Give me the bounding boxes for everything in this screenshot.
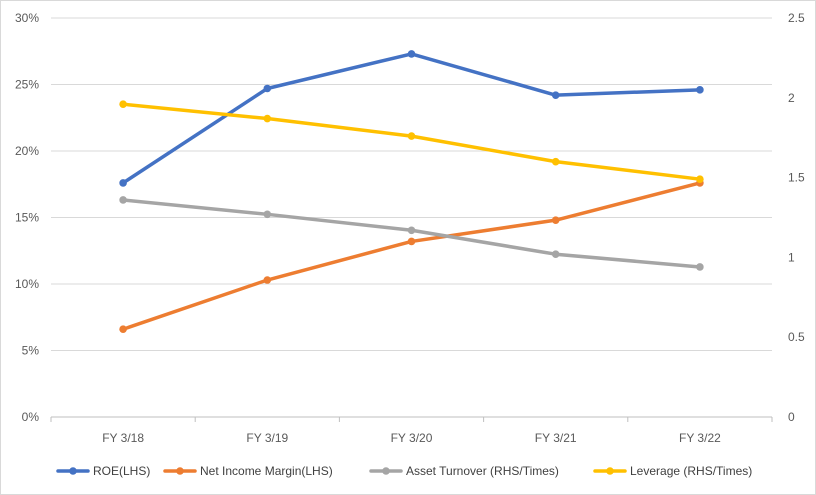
series-lines bbox=[119, 50, 704, 334]
series-0 bbox=[119, 50, 704, 187]
legend-entry: Net Income Margin(LHS) bbox=[163, 464, 333, 478]
y-left-tick-label: 0% bbox=[22, 410, 40, 424]
series-3 bbox=[119, 100, 704, 183]
series-1 bbox=[119, 179, 704, 334]
legend-entry: Leverage (RHS/Times) bbox=[593, 464, 752, 478]
legend-swatch-marker bbox=[606, 467, 614, 475]
series-line bbox=[121, 181, 702, 331]
data-point bbox=[696, 175, 704, 183]
data-point bbox=[119, 325, 127, 334]
data-point bbox=[263, 210, 272, 219]
x-tick-label: FY 3/20 bbox=[391, 431, 433, 445]
axes: 0% 5% 10% 15% 20% 25% 30% 0 0.5 1 1.5 2 2.5 FY 3/18 FY… bbox=[15, 11, 805, 445]
data-point bbox=[407, 132, 416, 140]
legend-label: Net Income Margin(LHS) bbox=[200, 464, 333, 478]
data-point bbox=[263, 276, 272, 284]
y-left-tick-label: 5% bbox=[22, 344, 40, 358]
x-tick-label: FY 3/18 bbox=[102, 431, 144, 445]
legend-swatch-marker bbox=[69, 467, 77, 475]
y-right-tick-label: 2 bbox=[788, 91, 795, 105]
data-point bbox=[407, 226, 416, 235]
data-point bbox=[551, 216, 560, 224]
gridlines bbox=[51, 17, 772, 418]
x-tick-label: FY 3/21 bbox=[535, 431, 577, 445]
data-point bbox=[119, 179, 127, 187]
legend-swatch-marker bbox=[176, 467, 184, 475]
legend-label: ROE(LHS) bbox=[93, 464, 150, 478]
data-point bbox=[119, 100, 127, 108]
y-left-tick-label: 10% bbox=[15, 277, 39, 291]
y-left-tick-label: 30% bbox=[15, 11, 39, 25]
data-point bbox=[551, 157, 560, 166]
y-left-tick-label: 25% bbox=[15, 78, 39, 92]
data-point bbox=[407, 50, 416, 58]
legend-entry: Asset Turnover (RHS/Times) bbox=[369, 464, 559, 478]
data-point bbox=[696, 263, 704, 271]
y-right-tick-label: 2.5 bbox=[788, 11, 805, 25]
legend-label: Leverage (RHS/Times) bbox=[630, 464, 752, 478]
data-point bbox=[263, 114, 272, 123]
data-point bbox=[119, 196, 127, 204]
data-point bbox=[407, 237, 416, 246]
y-left-tick-label: 15% bbox=[15, 211, 39, 225]
legend-swatch-marker bbox=[382, 467, 390, 475]
data-point bbox=[551, 250, 560, 259]
y-left-tick-label: 20% bbox=[15, 144, 39, 158]
series-line bbox=[121, 52, 702, 185]
y-right-tick-label: 1.5 bbox=[788, 171, 805, 185]
series-line bbox=[121, 102, 702, 181]
y-right-tick-label: 1 bbox=[788, 250, 795, 264]
data-point bbox=[551, 91, 560, 99]
legend-entry: ROE(LHS) bbox=[56, 464, 150, 478]
x-tick-label: FY 3/19 bbox=[246, 431, 288, 445]
series-2 bbox=[119, 196, 704, 271]
y-right-tick-label: 0 bbox=[788, 410, 795, 424]
data-point bbox=[263, 84, 272, 93]
data-point bbox=[696, 86, 704, 94]
x-tick-label: FY 3/22 bbox=[679, 431, 721, 445]
y-right-tick-label: 0.5 bbox=[788, 330, 805, 344]
legend: ROE(LHS) Net Income Margin(LHS) Asset Turn… bbox=[56, 464, 752, 478]
legend-label: Asset Turnover (RHS/Times) bbox=[406, 464, 559, 478]
